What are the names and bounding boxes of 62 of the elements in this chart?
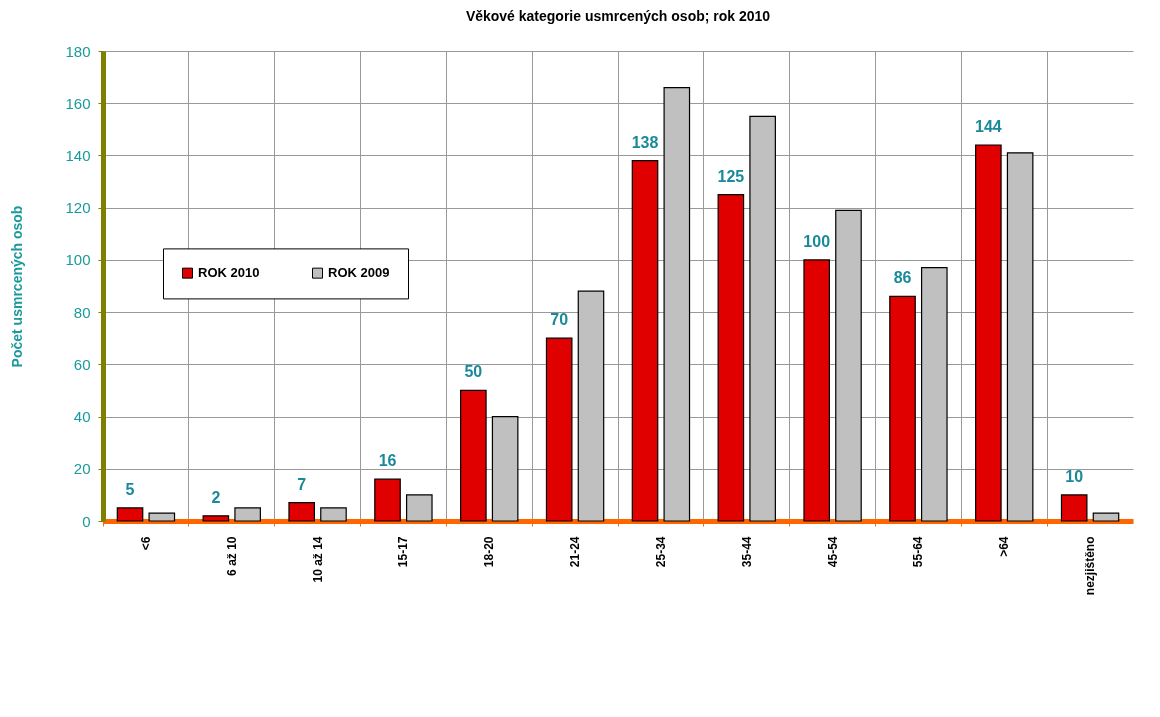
bar (491, 415, 519, 522)
data-label: 7 (297, 475, 307, 493)
y-tick-label: 40 (73, 408, 91, 426)
bar (202, 515, 230, 522)
legend-label: ROK 2010 (198, 265, 260, 281)
data-label: 2 (211, 488, 221, 506)
bar (1092, 512, 1120, 522)
x-tick-label: 21-24 (568, 536, 583, 568)
data-label: 86 (893, 269, 912, 287)
chart-title: Věkové kategorie usmrcených osob; rok 2010 (465, 8, 771, 24)
bar (1060, 494, 1088, 522)
y-tick-label: 20 (73, 460, 91, 478)
x-tick-label: 45-54 (825, 536, 840, 568)
bar (577, 290, 605, 522)
data-label: 138 (631, 133, 659, 151)
x-tick-label: 15-17 (396, 536, 411, 568)
y-tick-label: 140 (65, 146, 91, 164)
bar (835, 209, 862, 522)
bar (320, 507, 347, 522)
x-tick-label: >64 (997, 536, 1012, 557)
bar (803, 259, 830, 522)
x-tick-label: 18-20 (482, 536, 497, 568)
y-axis-title: Počet usmrcených osob (9, 205, 26, 368)
bar (749, 115, 776, 522)
bar (460, 389, 487, 522)
bar (116, 507, 144, 522)
data-label: 50 (464, 363, 483, 381)
x-tick-label: 55-64 (911, 536, 926, 568)
bar (975, 144, 1002, 522)
bar (631, 160, 659, 522)
x-tick-label: 6 až 10 (224, 536, 239, 576)
bar (545, 337, 573, 522)
data-label: 125 (717, 167, 745, 185)
data-label: 16 (378, 452, 397, 470)
bar (374, 478, 401, 522)
x-tick-label: 35-44 (739, 536, 754, 568)
data-label: 5 (125, 480, 135, 498)
y-tick-label: 100 (65, 251, 91, 269)
x-tick-label: 10 až 14 (310, 536, 325, 583)
bar (717, 194, 745, 522)
bar (288, 502, 315, 522)
y-tick-label: 0 (82, 512, 91, 530)
y-tick-label: 180 (65, 42, 91, 60)
x-tick-label: <6 (138, 536, 153, 551)
bar (148, 512, 176, 522)
y-tick-label: 80 (73, 303, 91, 321)
bar (889, 295, 916, 522)
bar (1006, 152, 1034, 522)
x-tick-label: 25-34 (653, 536, 668, 568)
bar (234, 507, 261, 522)
y-tick-label: 160 (65, 94, 91, 112)
data-label: 100 (803, 232, 831, 250)
bar (921, 267, 948, 522)
y-tick-label: 60 (73, 355, 91, 373)
legend-label: ROK 2009 (328, 265, 390, 281)
data-label: 70 (550, 311, 569, 329)
bar (663, 86, 691, 522)
y-tick-label: 120 (65, 199, 91, 217)
x-tick-label: nezjištěno (1083, 536, 1098, 596)
data-label: 144 (975, 118, 1002, 135)
data-label: 10 (1065, 467, 1084, 485)
bar (406, 494, 433, 522)
